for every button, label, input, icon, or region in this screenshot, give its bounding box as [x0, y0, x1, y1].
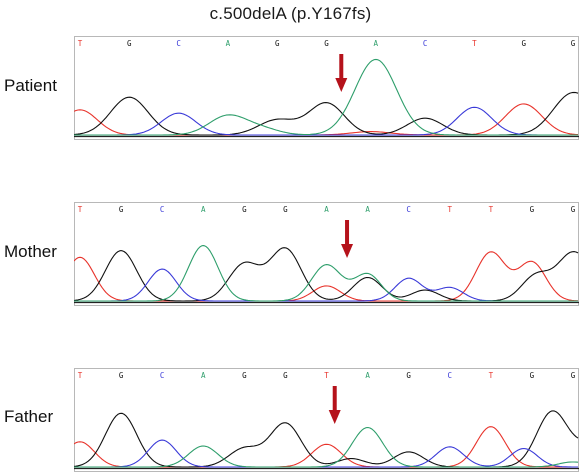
base-call-G: G — [571, 371, 576, 380]
base-call-A: A — [324, 205, 329, 214]
trace-C — [74, 268, 578, 302]
base-call-T: T — [489, 371, 494, 380]
mutation-arrow — [335, 54, 348, 92]
row-label-father: Father — [4, 407, 54, 426]
base-call-C: C — [176, 39, 181, 48]
base-call-G: G — [242, 205, 247, 214]
base-call-G: G — [571, 205, 576, 214]
trace-C — [74, 106, 578, 136]
base-call-G: G — [530, 371, 535, 380]
figure-title: c.500delA (p.Y167fs) — [209, 4, 372, 23]
base-call-T: T — [78, 371, 83, 380]
base-call-G: G — [530, 205, 535, 214]
mutation-arrow — [341, 220, 354, 258]
base-call-T: T — [489, 205, 494, 214]
base-call-G: G — [127, 39, 132, 48]
base-call-A: A — [201, 371, 206, 380]
trace-C — [74, 439, 578, 468]
base-call-T: T — [78, 39, 83, 48]
base-call-G: G — [275, 39, 280, 48]
trace-A — [74, 245, 578, 302]
trace-G — [74, 247, 579, 302]
base-call-G: G — [283, 371, 288, 380]
base-call-A: A — [226, 39, 231, 48]
trace-G — [74, 410, 579, 468]
base-call-G: G — [119, 371, 124, 380]
base-call-G: G — [571, 39, 576, 48]
base-call-C: C — [160, 371, 165, 380]
base-call-C: C — [447, 371, 452, 380]
chromatogram-frame — [74, 36, 579, 140]
base-call-C: C — [406, 205, 411, 214]
base-call-G: G — [242, 371, 247, 380]
base-call-A: A — [201, 205, 206, 214]
base-call-T: T — [472, 39, 477, 48]
base-call-C: C — [423, 39, 428, 48]
base-call-G: G — [324, 39, 329, 48]
base-call-A: A — [365, 205, 370, 214]
base-call-G: G — [283, 205, 288, 214]
trace-A — [74, 426, 579, 468]
chromatogram-frame — [74, 368, 579, 472]
base-call-T: T — [78, 205, 83, 214]
trace-G — [74, 91, 579, 136]
base-call-A: A — [374, 39, 379, 48]
base-call-G: G — [521, 39, 526, 48]
chromatogram-frame — [74, 202, 579, 306]
trace-T — [74, 251, 579, 302]
base-call-T: T — [447, 205, 452, 214]
row-label-patient: Patient — [4, 76, 57, 95]
base-call-C: C — [160, 205, 165, 214]
base-call-T: T — [324, 371, 329, 380]
row-label-mother: Mother — [4, 242, 57, 261]
mutation-arrow — [328, 386, 341, 424]
trace-A — [74, 58, 578, 136]
base-call-G: G — [406, 371, 411, 380]
base-call-A: A — [365, 371, 370, 380]
base-call-G: G — [119, 205, 124, 214]
